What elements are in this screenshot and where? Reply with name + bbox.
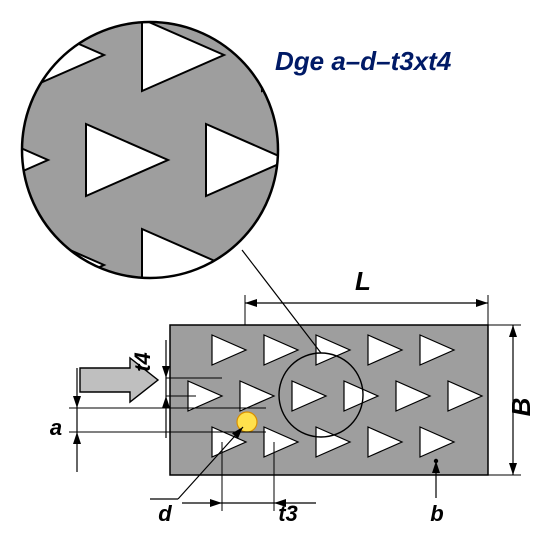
perforation-triangle-zoom bbox=[382, 229, 464, 301]
perforation-triangle-zoom bbox=[326, 124, 408, 196]
dim-t4-label: t4 bbox=[130, 352, 155, 372]
dim-b-label: b bbox=[430, 501, 443, 526]
plate bbox=[170, 325, 488, 475]
perforation-triangle-zoom bbox=[262, 229, 344, 301]
dim-t3-label: t3 bbox=[278, 501, 298, 526]
dim-L-label: L bbox=[355, 266, 371, 296]
dim-a-label: a bbox=[50, 415, 62, 440]
dim-B-label: B bbox=[506, 398, 536, 417]
diagram-title: Dge a–d–t3xt4 bbox=[275, 46, 452, 76]
dim-d-label: d bbox=[158, 501, 172, 526]
